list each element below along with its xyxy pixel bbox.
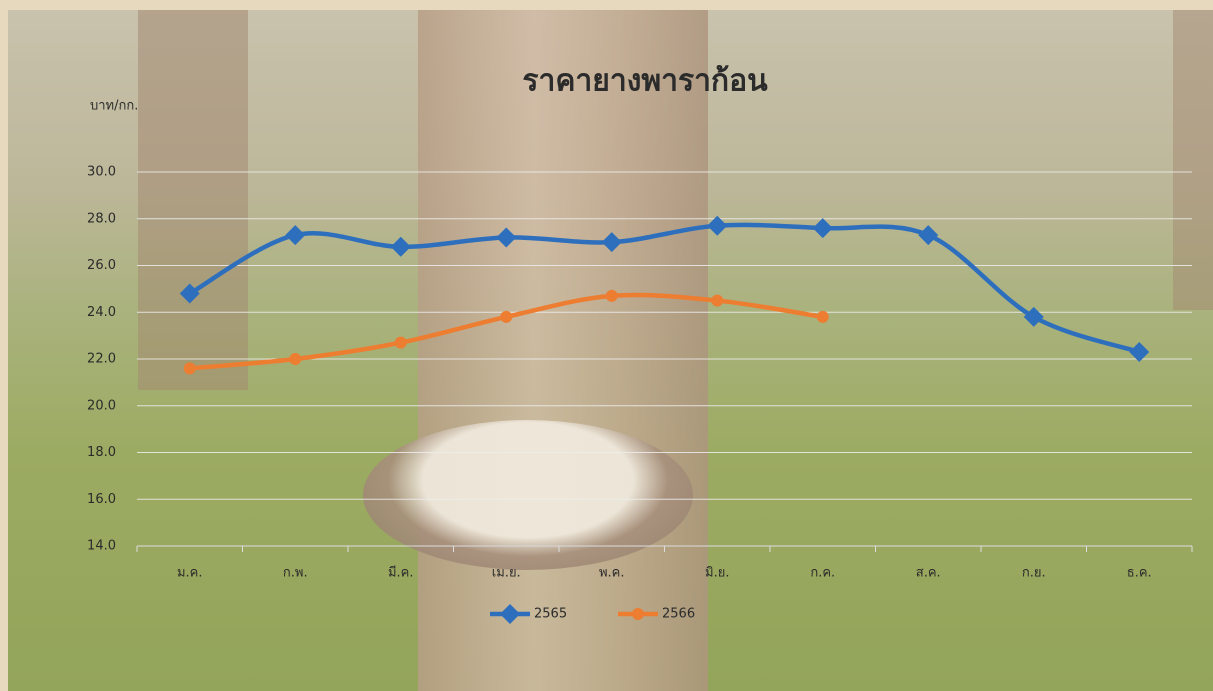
background	[8, 10, 1213, 691]
x-tick-label: ม.ค.	[177, 566, 203, 581]
y-tick-label: 16.0	[87, 492, 116, 507]
x-tick-label: เม.ย.	[492, 566, 521, 581]
x-tick-label: ส.ค.	[916, 566, 941, 581]
data-point	[394, 336, 407, 349]
data-point	[500, 310, 513, 323]
legend-marker	[500, 604, 520, 624]
data-point	[918, 225, 939, 246]
data-point	[390, 236, 411, 257]
x-tick-label: มิ.ย.	[705, 566, 729, 581]
data-point	[1023, 306, 1044, 327]
latex-cup	[363, 420, 693, 570]
x-tick-label: มี.ค.	[388, 565, 414, 581]
y-tick-label: 28.0	[87, 211, 116, 226]
data-point	[601, 232, 622, 253]
y-tick-label: 20.0	[87, 398, 116, 413]
data-point	[605, 289, 618, 302]
data-point	[179, 283, 200, 304]
y-tick-label: 22.0	[87, 352, 116, 367]
data-point	[711, 294, 724, 307]
tree-trunk	[138, 10, 248, 390]
legend-label: 2565	[534, 607, 567, 622]
data-point	[816, 310, 829, 323]
y-tick-label: 18.0	[87, 445, 116, 460]
data-point	[285, 225, 306, 246]
x-tick-label: ก.ค.	[810, 566, 835, 581]
y-tick-label: 24.0	[87, 305, 116, 320]
x-tick-label: ธ.ค.	[1127, 566, 1152, 581]
data-point	[496, 227, 517, 248]
legend-marker	[632, 608, 644, 620]
series-line	[189, 292, 824, 371]
tree-trunk	[1173, 10, 1213, 310]
data-point	[289, 353, 302, 365]
data-point	[707, 215, 728, 236]
x-tick-label: ก.ย.	[1022, 566, 1046, 581]
data-point	[1129, 341, 1150, 362]
y-tick-label: 30.0	[87, 165, 116, 180]
tree-trunk	[418, 10, 708, 691]
x-tick-label: ก.พ.	[283, 566, 308, 581]
data-point	[812, 218, 833, 239]
y-tick-label: 14.0	[87, 539, 116, 554]
y-tick-label: 26.0	[87, 258, 116, 273]
data-point	[183, 362, 196, 375]
legend-label: 2566	[662, 607, 695, 622]
y-axis-label: บาท/กก.	[90, 99, 138, 114]
series-line	[188, 222, 1140, 355]
chart-title: ราคายางพาราก้อน	[522, 64, 768, 99]
x-tick-label: พ.ค.	[599, 566, 625, 581]
